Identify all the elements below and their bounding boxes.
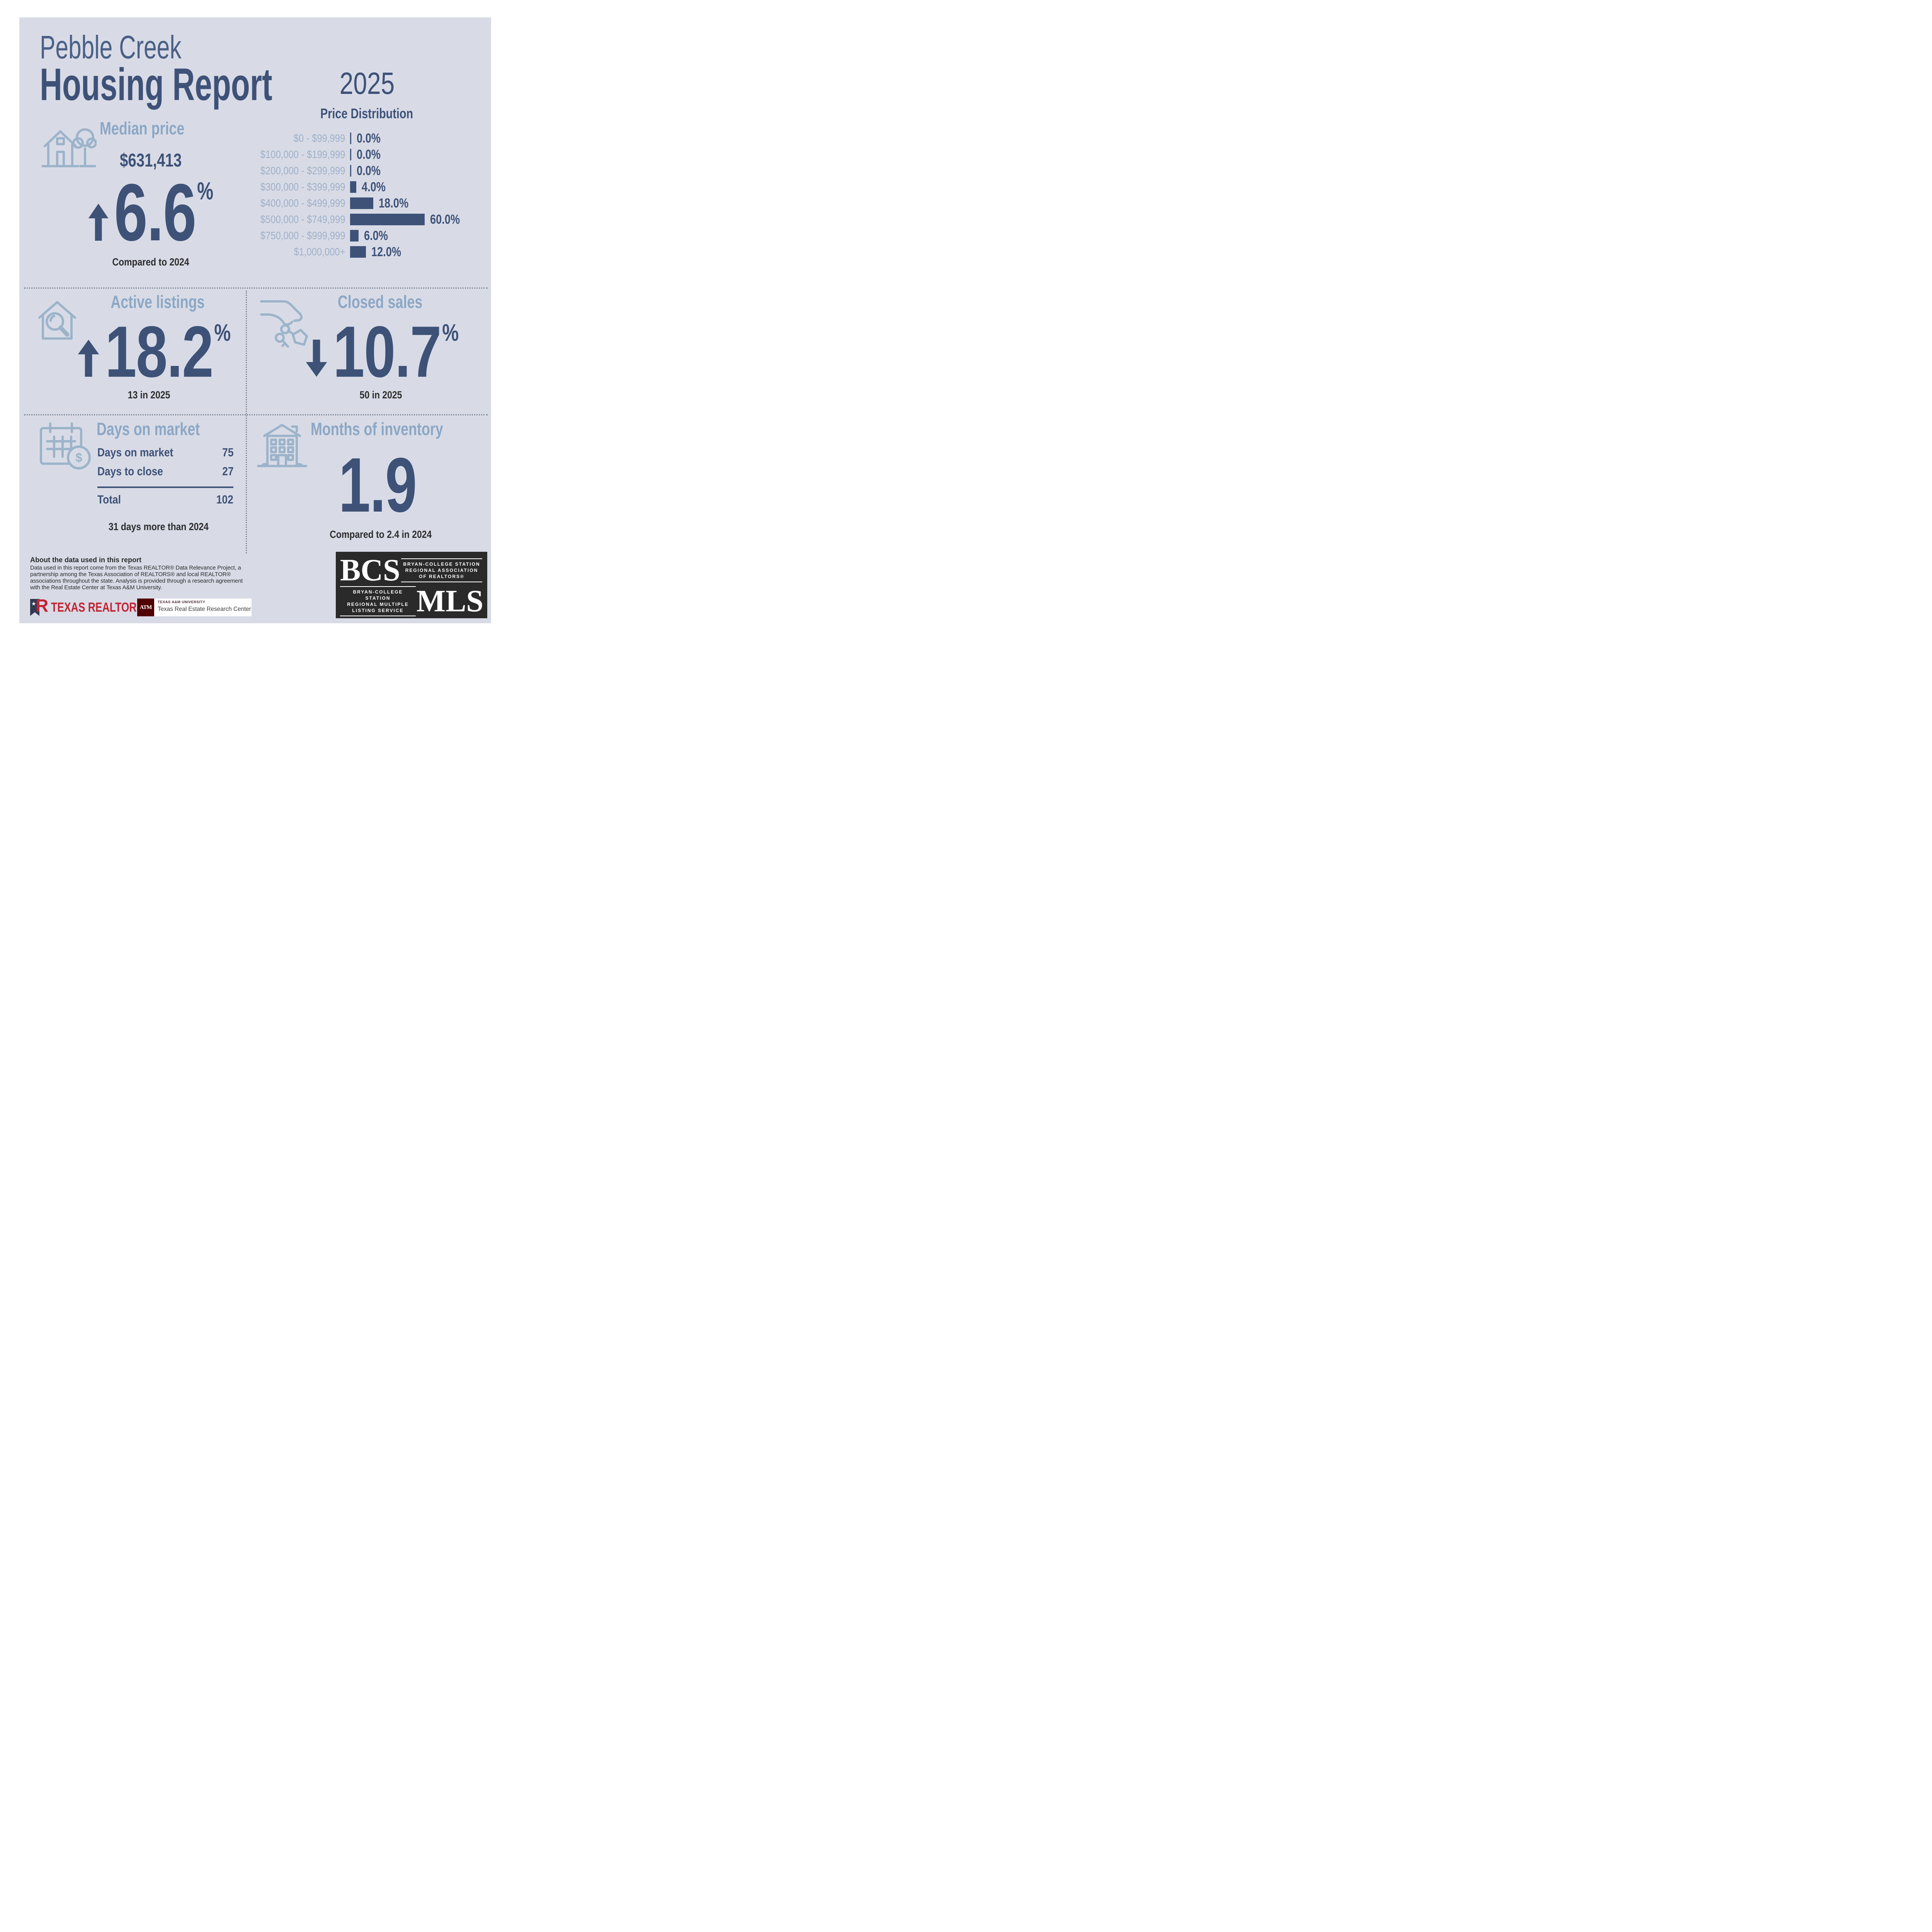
bar-value-label: 6.0% xyxy=(364,228,388,243)
bcs-mls-logo: BCS BRYAN-COLLEGE STATION REGIONAL ASSOC… xyxy=(336,552,487,618)
bar xyxy=(351,246,366,258)
bar-value-label: 4.0% xyxy=(361,180,386,194)
house-with-magnifier-icon xyxy=(38,301,76,340)
texas-realtors-logo: ★ R TEXAS REALTORS® xyxy=(30,595,173,616)
bar-value-label: 0.0% xyxy=(357,163,381,178)
section-divider-top xyxy=(24,287,488,289)
bar xyxy=(351,181,356,193)
bar-axis-tick xyxy=(350,149,351,160)
up-arrow-icon xyxy=(88,204,109,241)
bar-axis-tick xyxy=(350,214,351,225)
active-listings-change: 18.2 % xyxy=(46,315,263,388)
svg-text:$: $ xyxy=(75,451,82,464)
mls-wordmark: MLS xyxy=(416,584,483,618)
days-on-market-title: Days on market xyxy=(97,419,200,439)
bcs-wordmark: BCS xyxy=(340,553,400,587)
bcs-association-lines: BRYAN-COLLEGE STATION REGIONAL ASSOCIATI… xyxy=(401,558,482,582)
price-distribution-row: $200,000 - $299,999 0.0% xyxy=(0,163,512,179)
months-of-inventory-caption: Compared to 2.4 in 2024 xyxy=(329,529,432,540)
closed-sales-change: 10.7 % xyxy=(274,315,491,388)
bar xyxy=(351,214,425,225)
price-range-label: $1,000,000+ xyxy=(293,246,345,258)
texas-realtors-wordmark: TEXAS REALTORS® xyxy=(51,600,173,615)
price-distribution-row: $300,000 - $399,999 4.0% xyxy=(0,179,512,195)
tamu-center-label: Texas Real Estate Research Center xyxy=(158,606,251,613)
active-listings-caption: 13 in 2025 xyxy=(128,389,170,401)
bar-axis-tick xyxy=(350,197,351,209)
bar-value-label: 18.0% xyxy=(379,196,409,211)
bar xyxy=(351,230,359,242)
price-distribution-row: $500,000 - $749,999 60.0% xyxy=(0,211,512,228)
months-of-inventory-title: Months of inventory xyxy=(311,419,443,439)
price-range-label: $500,000 - $749,999 xyxy=(260,213,345,225)
price-distribution-row: $1,000,000+ 12.0% xyxy=(0,244,512,260)
down-arrow-icon xyxy=(306,340,327,377)
report-year: 2025 xyxy=(339,66,395,100)
tamu-monogram-icon: ATM xyxy=(137,599,154,616)
bar-value-label: 0.0% xyxy=(357,147,381,162)
price-distribution-row: $0 - $99,999 0.0% xyxy=(0,130,512,146)
report-panel xyxy=(19,17,491,623)
price-range-label: $400,000 - $499,999 xyxy=(260,197,345,209)
tamu-text-block: TEXAS A&M UNIVERSITY Texas Real Estate R… xyxy=(154,599,252,616)
section-divider-vertical xyxy=(246,291,247,553)
section-divider-bottom xyxy=(24,414,488,415)
days-on-market-caption: 31 days more than 2024 xyxy=(108,521,209,532)
star-icon: ★ xyxy=(31,600,36,607)
about-title: About the data used in this report xyxy=(30,556,142,564)
bar-value-label: 12.0% xyxy=(371,245,401,259)
bar-value-label: 0.0% xyxy=(357,131,381,146)
price-range-label: $100,000 - $199,999 xyxy=(260,148,345,160)
bar-axis-tick xyxy=(350,230,351,242)
mls-service-lines: BRYAN-COLLEGE STATION REGIONAL MULTIPLE … xyxy=(340,586,416,616)
total-rule xyxy=(97,486,233,488)
months-of-inventory-value: 1.9 xyxy=(338,442,417,528)
bar-axis-tick xyxy=(350,133,351,144)
days-on-market-row: Days on market 75 xyxy=(97,446,233,459)
bar-axis-tick xyxy=(350,165,351,177)
total-row: Total 102 xyxy=(97,493,233,506)
median-price-title: Median price xyxy=(100,118,185,138)
active-listings-title: Active listings xyxy=(111,292,205,312)
closed-sales-caption: 50 in 2025 xyxy=(360,389,402,401)
price-range-label: $750,000 - $999,999 xyxy=(260,230,345,242)
bar-value-label: 60.0% xyxy=(430,212,460,227)
texas-realtors-icon: ★ R xyxy=(30,595,49,616)
median-price-value: $631,413 xyxy=(119,150,182,171)
realtor-r-icon: R xyxy=(36,595,49,616)
median-price-change: 6.6 % xyxy=(46,172,255,253)
house-with-tree-icon xyxy=(41,128,97,167)
calendar-with-coin-icon: $ xyxy=(40,422,91,469)
price-distribution-row: $100,000 - $199,999 0.0% xyxy=(0,146,512,163)
up-arrow-icon xyxy=(78,340,99,377)
tamu-university-label: TEXAS A&M UNIVERSITY xyxy=(158,600,206,604)
page-title: Housing Report xyxy=(40,59,272,110)
apartment-building-icon xyxy=(257,424,307,467)
price-distribution-row: $750,000 - $999,999 6.0% xyxy=(0,228,512,244)
price-distribution-row: $400,000 - $499,999 18.0% xyxy=(0,195,512,211)
hand-with-keys-icon xyxy=(260,300,308,348)
about-text: Data used in this report come from the T… xyxy=(30,565,243,591)
median-price-caption: Compared to 2024 xyxy=(112,256,189,268)
bar xyxy=(351,197,374,209)
closed-sales-title: Closed sales xyxy=(338,292,423,312)
tamu-research-center-logo: ATM TEXAS A&M UNIVERSITY Texas Real Esta… xyxy=(137,599,252,616)
days-to-close-row: Days to close 27 xyxy=(97,464,233,478)
price-range-label: $300,000 - $399,999 xyxy=(260,181,345,193)
bar-axis-tick xyxy=(350,181,351,193)
bar-axis-tick xyxy=(350,246,351,258)
price-range-label: $200,000 - $299,999 xyxy=(260,165,345,177)
price-range-label: $0 - $99,999 xyxy=(293,132,345,144)
community-title: Pebble Creek xyxy=(40,29,182,65)
price-distribution-title: Price Distribution xyxy=(320,105,413,121)
